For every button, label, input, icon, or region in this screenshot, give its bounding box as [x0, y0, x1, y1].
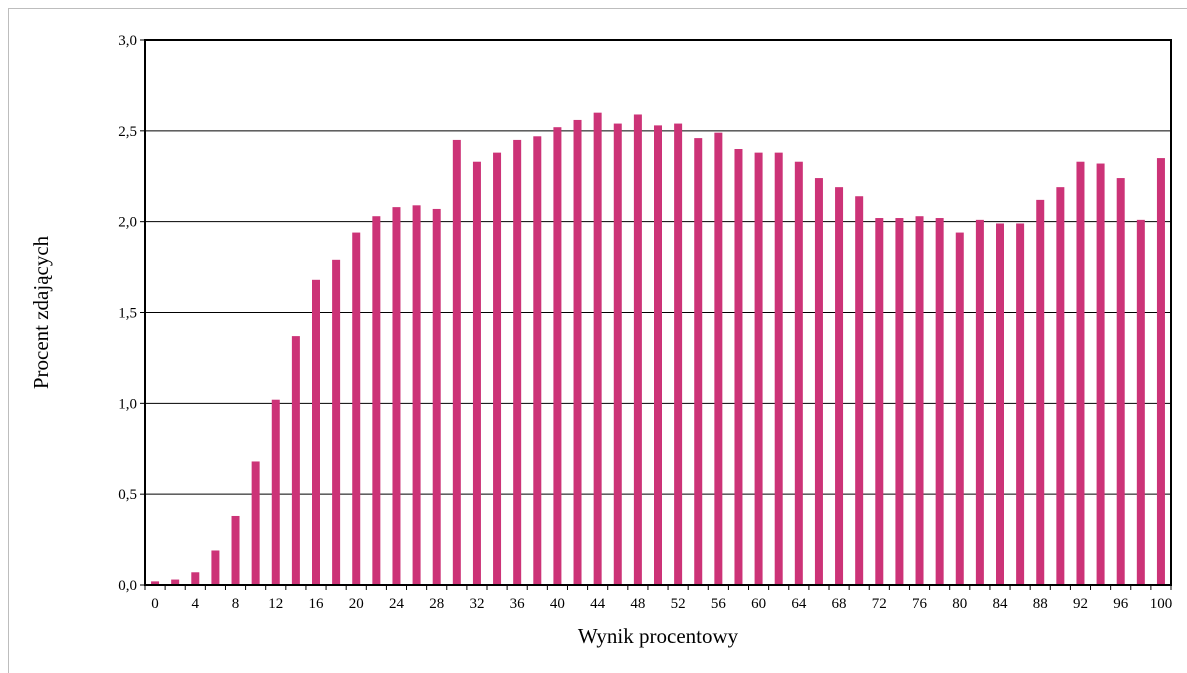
x-tick-label: 16	[309, 596, 325, 612]
x-tick-label: 20	[349, 596, 364, 612]
x-tick-label: 44	[590, 596, 606, 612]
x-tick-label: 100	[1150, 596, 1173, 612]
bar	[151, 581, 160, 585]
x-tick-label: 24	[389, 596, 405, 612]
bar	[452, 139, 461, 585]
bar	[1056, 187, 1065, 585]
y-tick-label: 0,0	[118, 578, 137, 594]
bar	[533, 136, 542, 586]
x-tick-label: 56	[711, 596, 727, 612]
bar	[332, 259, 341, 585]
bar	[392, 207, 401, 585]
bar	[251, 461, 260, 585]
x-tick-label: 80	[952, 596, 967, 612]
bar	[774, 152, 783, 585]
x-tick-label: 36	[510, 596, 526, 612]
y-tick-label: 1,5	[118, 306, 137, 322]
x-tick-label: 68	[832, 596, 847, 612]
x-tick-label: 32	[469, 596, 484, 612]
bar	[211, 550, 220, 585]
bar	[472, 161, 481, 585]
bar	[754, 152, 763, 585]
y-axis-ticks: 0,0 0,5 1,0 1,5 2,0 2,5 3,0	[118, 33, 145, 594]
bar	[493, 152, 502, 585]
bar	[312, 279, 320, 585]
y-axis-title: Procent zdających	[29, 235, 53, 389]
x-tick-label: 4	[192, 596, 200, 612]
x-tick-label: 84	[993, 596, 1009, 612]
bar	[794, 161, 803, 585]
bar	[553, 127, 562, 585]
bar	[573, 119, 582, 585]
bar	[975, 219, 984, 585]
bar	[171, 579, 180, 585]
bar	[613, 123, 622, 586]
x-tick-label: 96	[1113, 596, 1129, 612]
bar	[271, 399, 280, 585]
x-tick-label: 12	[268, 596, 283, 612]
bar	[513, 139, 522, 585]
bar	[714, 132, 723, 585]
bar	[1016, 223, 1025, 585]
x-tick-label: 60	[751, 596, 766, 612]
bar	[1136, 219, 1145, 585]
x-tick-label: 64	[791, 596, 807, 612]
x-axis-ticks: 0 4 8 12 16 20 24 28 32 36 40 44 48 52 56 60 64 68 72 76 80 8…	[144, 585, 1173, 612]
bar	[412, 205, 421, 586]
y-tick-label: 3,0	[118, 33, 137, 49]
bar	[875, 218, 884, 586]
bar	[855, 196, 864, 585]
bar	[593, 112, 602, 586]
bar	[654, 125, 662, 585]
bar	[935, 218, 944, 586]
x-tick-label: 0	[151, 596, 159, 612]
x-tick-label: 40	[550, 596, 565, 612]
bars	[151, 112, 1165, 586]
x-tick-label: 76	[912, 596, 928, 612]
bar	[633, 114, 642, 585]
bar	[1036, 199, 1045, 585]
bar	[674, 123, 683, 586]
x-tick-label: 88	[1033, 596, 1048, 612]
bar	[955, 232, 964, 586]
x-tick-label: 92	[1073, 596, 1088, 612]
bar	[1096, 163, 1105, 586]
bar	[996, 223, 1004, 585]
bar	[835, 187, 844, 585]
bar	[1076, 161, 1085, 585]
x-tick-label: 72	[872, 596, 887, 612]
x-axis-title: Wynik procentowy	[578, 624, 739, 648]
bar	[1116, 178, 1125, 586]
bar	[291, 336, 300, 585]
bar	[372, 216, 381, 585]
y-tick-label: 1,0	[118, 396, 137, 412]
x-tick-label: 28	[429, 596, 444, 612]
x-tick-label: 8	[232, 596, 240, 612]
bar	[694, 138, 703, 585]
bar	[895, 218, 904, 586]
bar	[191, 572, 200, 585]
chart-frame	[8, 8, 1187, 673]
bar	[432, 208, 441, 585]
y-tick-label: 2,0	[118, 215, 137, 231]
x-tick-label: 52	[671, 596, 686, 612]
bar	[352, 232, 361, 586]
x-tick-label: 48	[630, 596, 645, 612]
bar	[915, 216, 924, 585]
bar	[814, 178, 823, 586]
y-tick-label: 0,5	[118, 487, 137, 503]
bar	[1156, 158, 1165, 586]
y-tick-label: 2,5	[118, 124, 137, 140]
bar	[734, 149, 743, 585]
bar	[231, 515, 240, 585]
